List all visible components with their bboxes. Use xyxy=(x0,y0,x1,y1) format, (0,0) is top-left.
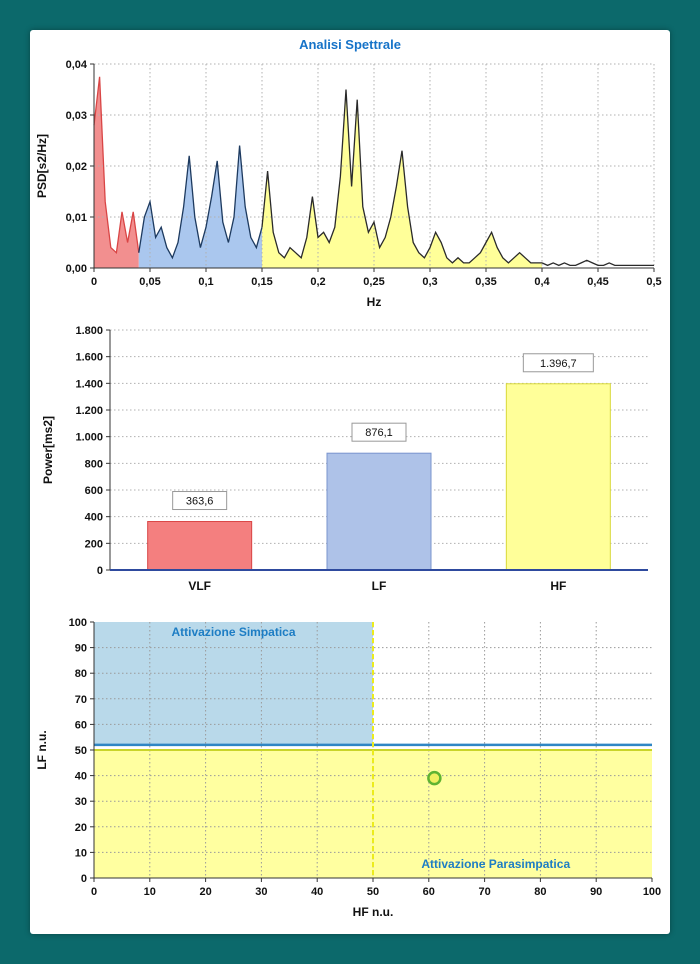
category-label: LF xyxy=(372,579,387,593)
x-tick-label: 90 xyxy=(590,886,602,898)
x-tick-label: 40 xyxy=(311,886,323,898)
y-tick-label: 600 xyxy=(85,485,103,497)
x-tick-label: 0 xyxy=(91,276,97,288)
category-label: VLF xyxy=(188,579,211,593)
x-tick-label: 0,25 xyxy=(363,276,384,288)
y-tick-label: 30 xyxy=(75,796,87,808)
x-tick-label: 0,1 xyxy=(198,276,213,288)
region-0 xyxy=(94,622,373,745)
x-tick-label: 0,45 xyxy=(587,276,608,288)
psd-line-hf xyxy=(261,89,542,264)
x-tick-label: 0,05 xyxy=(139,276,160,288)
y-tick-label: 1.600 xyxy=(75,352,103,364)
x-tick-label: 0,15 xyxy=(251,276,272,288)
y-tick-label: 400 xyxy=(85,512,103,524)
data-point xyxy=(427,770,442,786)
y-tick-label: 0,03 xyxy=(66,110,87,122)
balance-ylabel: LF n.u. xyxy=(35,730,49,769)
y-tick-label: 1.800 xyxy=(75,325,103,337)
spectral-chart-title: Analisi Spettrale xyxy=(299,37,401,52)
analysis-panel: Analisi Spettrale 0 0,05 0,1 0,15 0,2 0,25 0,3… xyxy=(30,30,670,934)
value-label: 876,1 xyxy=(365,427,393,439)
x-tick-label: 0,4 xyxy=(534,276,550,288)
bar-vlf xyxy=(147,521,253,571)
spectral-chart: 0 0,05 0,1 0,15 0,2 0,25 0,3 0,35 0,4 0,45 0,5 0,00… xyxy=(35,59,662,309)
region-label: Attivazione Parasimpatica xyxy=(421,857,570,871)
y-tick-label: 90 xyxy=(75,643,87,655)
x-tick-label: 10 xyxy=(144,886,156,898)
y-tick-label: 10 xyxy=(75,847,87,859)
y-tick-label: 0,01 xyxy=(66,212,87,224)
y-tick-label: 20 xyxy=(75,822,87,834)
balance-xlabel: HF n.u. xyxy=(353,905,394,919)
gridlines xyxy=(94,63,655,268)
x-tick-label: 0,2 xyxy=(310,276,325,288)
psd-line-tail xyxy=(541,259,654,267)
x-tick-label: 0,5 xyxy=(646,276,661,288)
x-tick-label: 0,35 xyxy=(475,276,496,288)
x-tick-label: 70 xyxy=(478,886,490,898)
x-tick-label: 30 xyxy=(255,886,267,898)
band-vlf xyxy=(94,76,139,268)
x-tick-label: 60 xyxy=(423,886,435,898)
x-tick-label: 80 xyxy=(534,886,546,898)
y-tick-label: 0,04 xyxy=(66,59,88,71)
y-tick-label: 200 xyxy=(85,538,103,550)
value-label-box xyxy=(351,422,407,442)
value-label: 363,6 xyxy=(186,496,214,508)
power-bar-chart: 363,6 VLF 876,1 LF 1.396,7 HF 0 200 400 600 800 1.0… xyxy=(41,325,648,593)
quad-layer: Attivazione Simpatica Attivazione Parasim… xyxy=(69,617,662,898)
y-tick-label: 1.200 xyxy=(75,405,103,417)
value-label-box xyxy=(522,353,594,373)
x-tick-label: 20 xyxy=(199,886,211,898)
bar-hf xyxy=(505,383,611,571)
y-tick-label: 1.000 xyxy=(75,432,103,444)
bar-lf xyxy=(326,452,432,571)
band-hf xyxy=(262,89,542,268)
band-lf xyxy=(138,145,262,268)
y-tick-label: 0,00 xyxy=(66,263,87,275)
y-tick-label: 50 xyxy=(75,745,87,757)
x-tick-label: 50 xyxy=(367,886,379,898)
region-label: Attivazione Simpatica xyxy=(171,625,295,639)
value-label: 1.396,7 xyxy=(540,358,577,370)
power-ylabel: Power[ms2] xyxy=(41,416,55,484)
spectral-layer: 0 0,05 0,1 0,15 0,2 0,25 0,3 0,35 0,4 0,45 0,5 0,00… xyxy=(66,59,662,288)
x-tick-label: 100 xyxy=(643,886,661,898)
bar-layer: 363,6 VLF 876,1 LF 1.396,7 HF 0 200 400 600 800 1.0… xyxy=(75,325,648,593)
spectral-ylabel: PSD[s2/Hz] xyxy=(35,134,49,198)
y-tick-label: 0,02 xyxy=(66,161,87,173)
y-tick-label: 800 xyxy=(85,458,103,470)
y-tick-label: 0 xyxy=(97,565,103,577)
y-tick-label: 80 xyxy=(75,668,87,680)
balance-quadrant-chart: Attivazione Simpatica Attivazione Parasim… xyxy=(35,617,662,919)
y-tick-label: 70 xyxy=(75,694,87,706)
y-tick-label: 60 xyxy=(75,719,87,731)
category-label: HF xyxy=(550,579,566,593)
x-tick-label: 0 xyxy=(91,886,97,898)
x-tick-label: 0,3 xyxy=(422,276,437,288)
y-tick-label: 40 xyxy=(75,771,87,783)
y-tick-label: 1.400 xyxy=(75,378,103,390)
y-tick-label: 0 xyxy=(81,873,87,885)
psd-line-lf xyxy=(138,145,263,260)
psd-line-vlf xyxy=(93,76,140,255)
value-label-box xyxy=(172,491,228,511)
spectral-xlabel: Hz xyxy=(367,295,382,309)
y-tick-label: 100 xyxy=(69,617,87,629)
